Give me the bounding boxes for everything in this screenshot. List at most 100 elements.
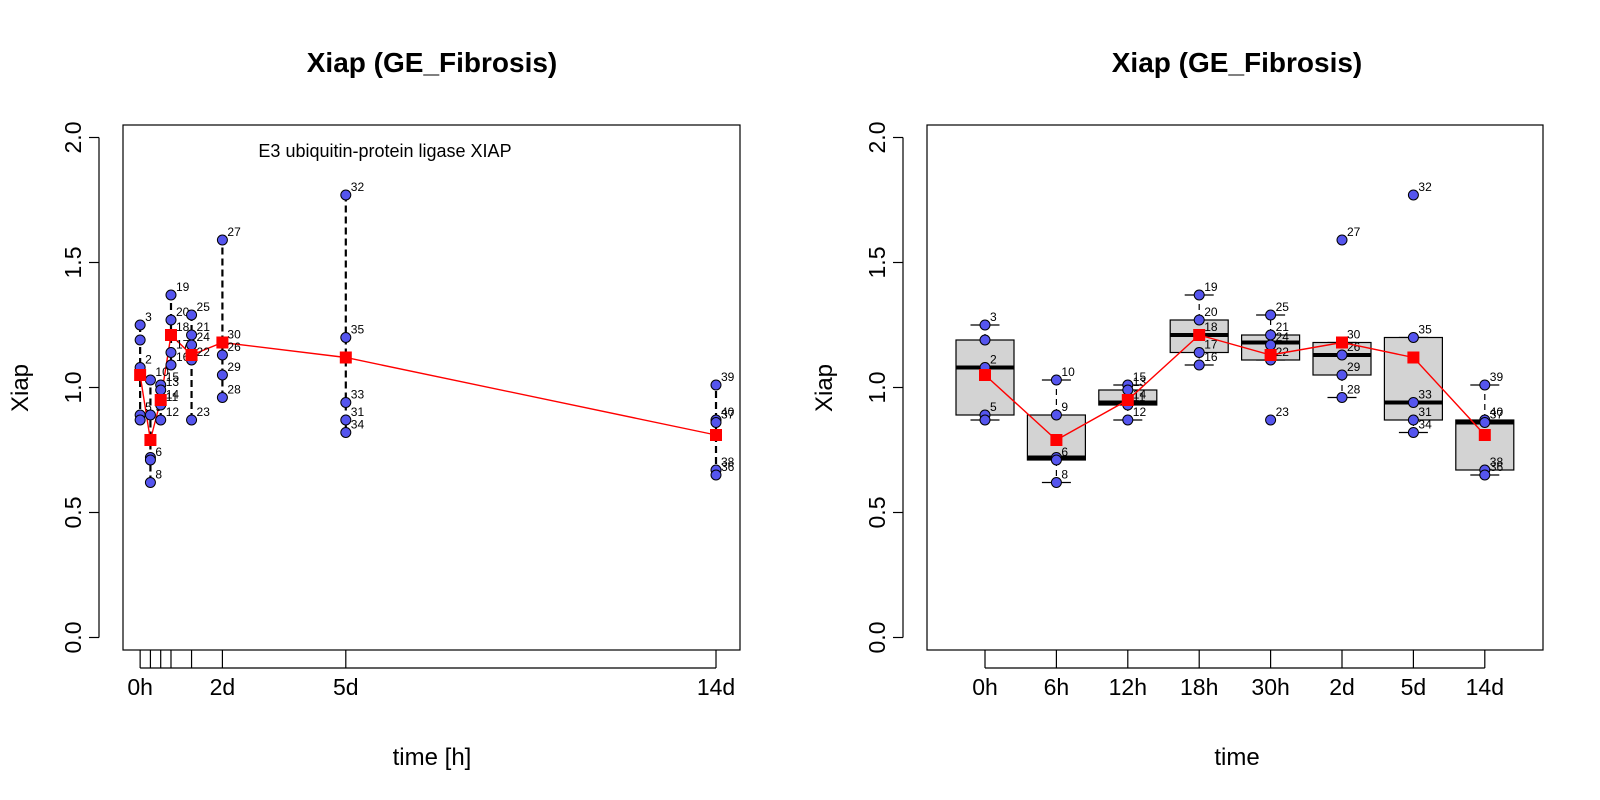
right-data-point — [1122, 414, 1134, 426]
left-data-point — [340, 189, 352, 201]
right-x-tick-label: 2d — [1329, 674, 1355, 700]
right-point-label: 38 — [1490, 455, 1504, 469]
left-mean-marker — [134, 369, 147, 381]
right-data-point — [1407, 332, 1419, 343]
left-data-point — [216, 349, 228, 361]
right-point-label: 28 — [1347, 383, 1361, 397]
left-point-label: 15 — [166, 370, 180, 384]
left-data-point — [165, 314, 177, 326]
left-data-point — [216, 234, 228, 246]
left-point-label: 19 — [176, 280, 190, 294]
right-point-label: 9 — [1061, 400, 1068, 414]
right-point-label: 15 — [1133, 370, 1147, 384]
left-data-point — [710, 417, 722, 428]
right-point-label: 33 — [1418, 388, 1432, 402]
left-data-point — [165, 359, 177, 371]
left-y-tick-label: 0.0 — [60, 622, 86, 654]
left-plot-frame — [122, 124, 741, 651]
left-data-point — [710, 379, 722, 391]
left-y-tick-label: 2.0 — [60, 122, 86, 154]
left-point-label: 17 — [176, 338, 190, 352]
right-point-label: 25 — [1276, 300, 1290, 314]
left-data-point — [165, 289, 177, 301]
right-data-point — [1193, 359, 1205, 371]
right-point-label: 26 — [1347, 340, 1361, 354]
left-data-point — [144, 454, 156, 466]
left-point-label: 31 — [351, 405, 365, 419]
right-data-point — [1407, 427, 1419, 438]
left-point-label: 6 — [155, 445, 162, 459]
left-point-label: 12 — [166, 405, 180, 419]
right-point-label: 3 — [990, 310, 997, 324]
left-point-label: 3 — [145, 310, 152, 324]
left-chart-annotation: E3 ubiquitin-protein ligase XIAP — [258, 141, 511, 161]
left-point-label: 5 — [145, 400, 152, 414]
left-y-tick-label: 1.0 — [60, 372, 86, 404]
left-point-label: 30 — [227, 328, 241, 342]
left-point-label: 10 — [155, 365, 169, 379]
right-data-point — [1193, 314, 1205, 326]
right-mean-marker — [1478, 429, 1491, 441]
left-data-point — [186, 309, 198, 321]
right-x-tick-label: 5d — [1401, 674, 1427, 700]
left-point-label: 33 — [351, 388, 365, 402]
right-x-tick-label: 0h — [972, 674, 998, 700]
left-point-label: 24 — [197, 330, 211, 344]
right-point-label: 34 — [1418, 418, 1432, 432]
left-data-point — [155, 384, 167, 396]
right-data-point — [1265, 309, 1277, 321]
left-mean-marker — [339, 351, 352, 364]
right-point-label: 10 — [1061, 365, 1075, 379]
right-data-point — [1407, 189, 1419, 201]
right-point-label: 30 — [1347, 328, 1361, 342]
right-data-point — [1050, 374, 1062, 386]
left-data-point — [155, 414, 167, 426]
right-mean-marker — [979, 369, 991, 381]
left-point-label: 36 — [721, 460, 735, 474]
right-point-label: 36 — [1490, 460, 1504, 474]
left-data-point — [340, 414, 352, 426]
right-data-point — [1336, 234, 1348, 246]
right-point-label: 31 — [1418, 405, 1432, 419]
right-point-label: 32 — [1418, 180, 1432, 194]
right-data-point — [1265, 329, 1277, 341]
right-point-label: 2 — [990, 353, 997, 367]
right-data-point — [1336, 392, 1348, 403]
left-point-label: 18 — [176, 320, 190, 334]
right-data-point — [1193, 347, 1205, 358]
right-point-label: 12 — [1133, 405, 1147, 419]
right-mean-marker — [1193, 329, 1206, 341]
right-point-label: 23 — [1276, 405, 1290, 419]
right-x-tick-label: 30h — [1251, 674, 1289, 700]
right-point-label: 39 — [1490, 370, 1504, 384]
left-data-point — [134, 414, 146, 426]
right-chart-title: Xiap (GE_Fibrosis) — [1112, 47, 1363, 78]
left-data-point — [186, 339, 198, 351]
right-data-point — [1265, 414, 1277, 426]
left-data-point — [186, 329, 198, 341]
left-data-point — [134, 319, 146, 331]
right-x-tick-label: 6h — [1044, 674, 1070, 700]
right-mean-marker — [1050, 434, 1063, 446]
left-x-tick-label: 5d — [333, 674, 359, 700]
right-y-tick-label: 1.0 — [864, 372, 890, 404]
right-point-label: 19 — [1204, 280, 1218, 294]
right-y-tick-label: 2.0 — [864, 122, 890, 154]
right-data-point — [1122, 384, 1134, 396]
right-x-tick-label: 18h — [1180, 674, 1218, 700]
right-point-label: 8 — [1061, 468, 1068, 482]
left-chart-marks: 0.00.51.01.52.00h2d5d14d3251096815131411… — [60, 122, 741, 700]
right-point-label: 20 — [1204, 305, 1218, 319]
left-point-label: 40 — [721, 405, 735, 419]
left-data-point — [186, 414, 198, 426]
left-y-axis-label: Xiap — [7, 364, 34, 412]
right-point-label: 40 — [1490, 405, 1504, 419]
left-y-tick-label: 0.5 — [60, 497, 86, 529]
right-data-point — [979, 414, 991, 426]
left-x-axis-label: time [h] — [393, 744, 472, 771]
left-mean-marker — [144, 434, 157, 446]
right-point-label: 35 — [1418, 323, 1432, 337]
right-point-label: 5 — [990, 400, 997, 414]
right-x-axis-label: time — [1214, 744, 1259, 771]
